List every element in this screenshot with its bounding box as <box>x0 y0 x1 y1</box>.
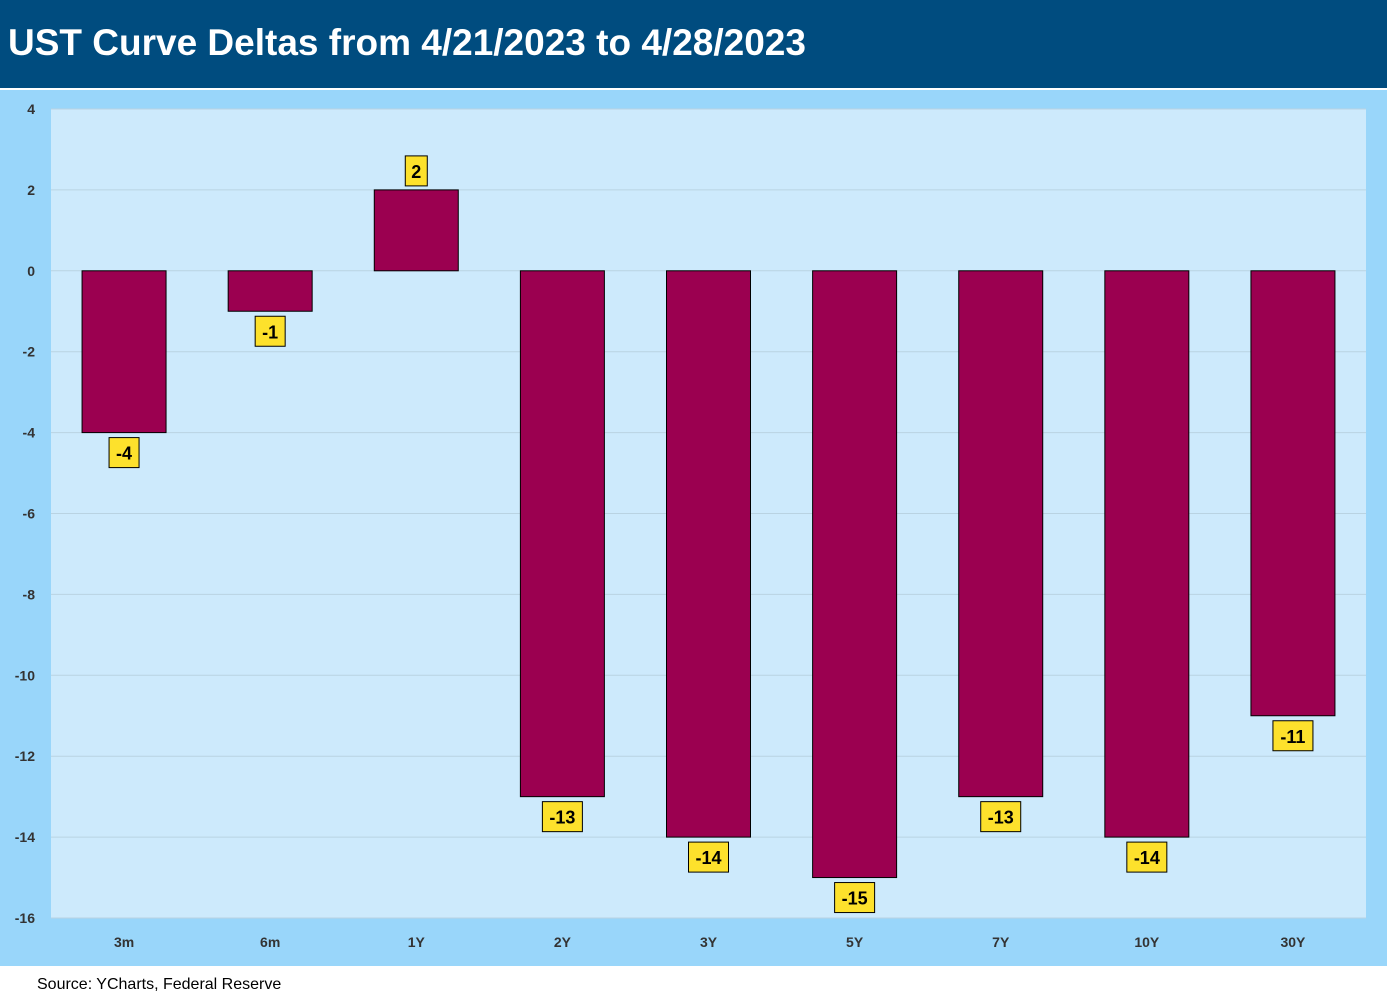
bar <box>81 270 167 434</box>
x-tick-label: 3Y <box>700 934 718 950</box>
y-tick-label: -6 <box>23 506 36 522</box>
bar <box>1250 270 1336 717</box>
y-tick-label: -4 <box>23 425 36 441</box>
data-label-box <box>688 841 729 873</box>
x-tick-label: 6m <box>260 934 280 950</box>
bar-chart: 4 2 0 -2 -4 -6 -8 -10 -12 -14 -16 -4 3m -1 6m 2 1Y -13 2Y -… <box>15 101 1366 950</box>
bar <box>958 270 1044 798</box>
bar <box>1104 270 1190 838</box>
data-label-box <box>254 315 286 347</box>
x-tick-label: 1Y <box>408 934 426 950</box>
y-tick-label: -16 <box>15 910 35 926</box>
bar <box>812 270 898 879</box>
y-tick-label: 4 <box>27 101 35 117</box>
data-label: -14 <box>695 848 721 868</box>
data-label: -1 <box>262 322 278 342</box>
bar <box>666 270 751 838</box>
data-label: -13 <box>988 808 1014 828</box>
x-tick-label: 7Y <box>992 934 1010 950</box>
source-note: Source: YCharts, Federal Reserve <box>37 976 282 993</box>
chart-title: UST Curve Deltas from 4/21/2023 to 4/28/… <box>8 22 806 63</box>
data-label: 2 <box>411 162 421 182</box>
data-label-box <box>1272 720 1314 752</box>
data-label-box <box>541 801 583 833</box>
y-tick-label: 2 <box>27 182 35 198</box>
x-tick-label: 2Y <box>554 934 572 950</box>
data-label-box <box>1126 841 1168 873</box>
y-tick-label: 0 <box>27 263 35 279</box>
chart-footer: Source: YCharts, Federal Reserve <box>0 966 1387 1000</box>
data-label: -15 <box>842 889 868 909</box>
data-label-box <box>980 801 1022 833</box>
bar <box>227 270 313 312</box>
chart-header: UST Curve Deltas from 4/21/2023 to 4/28/… <box>0 0 1387 88</box>
bar <box>519 270 605 798</box>
bar <box>373 189 459 272</box>
y-tick-label: -8 <box>23 586 36 602</box>
data-label: -4 <box>116 444 132 464</box>
data-label-box <box>108 437 140 469</box>
x-tick-label: 10Y <box>1134 934 1160 950</box>
y-tick-label: -14 <box>15 829 35 845</box>
y-tick-label: -10 <box>15 667 35 683</box>
data-label-box <box>834 882 876 914</box>
y-tick-label: -12 <box>15 748 35 764</box>
chart-area: 4 2 0 -2 -4 -6 -8 -10 -12 -14 -16 -4 3m -1 6m 2 1Y -13 2Y -… <box>0 90 1387 966</box>
data-label: -11 <box>1280 727 1305 747</box>
x-tick-label: 5Y <box>846 934 864 950</box>
data-label: -13 <box>549 808 575 828</box>
data-label-box <box>404 155 428 187</box>
data-label: -14 <box>1134 848 1160 868</box>
x-tick-label: 30Y <box>1280 934 1306 950</box>
y-tick-label: -2 <box>23 344 36 360</box>
x-tick-label: 3m <box>114 934 134 950</box>
